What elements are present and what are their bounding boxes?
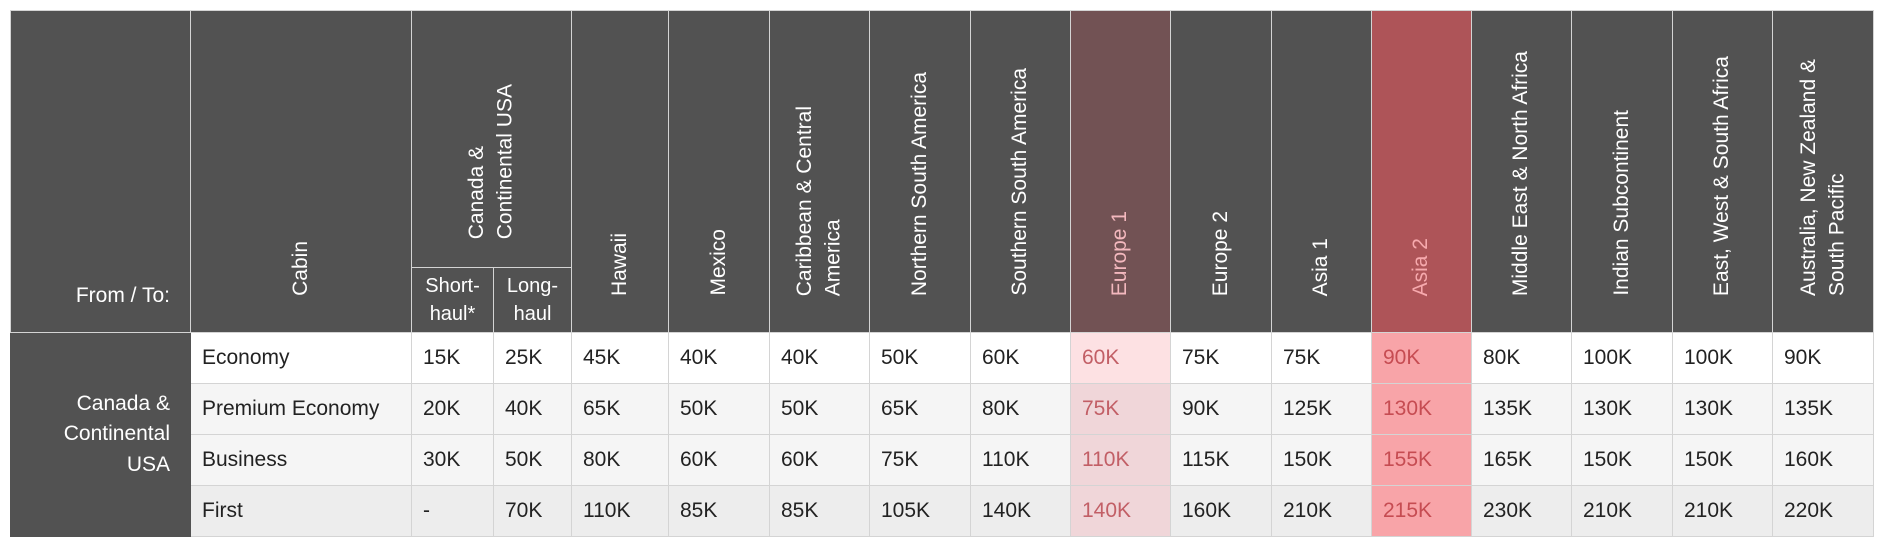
canada-usa-group-header: Canada & Continental USA bbox=[411, 10, 572, 268]
table-row: Business 30K 50K 80K 60K 60K 75K 110K 110K 115K 15… bbox=[11, 434, 1874, 486]
points-cell: 210K bbox=[1672, 485, 1773, 537]
long-haul-header: Long-haul bbox=[493, 267, 572, 333]
points-cell: 60K bbox=[769, 434, 870, 486]
points-cell: 20K bbox=[411, 383, 494, 435]
points-cell: 130K bbox=[1672, 383, 1773, 435]
points-cell: 155K bbox=[1371, 434, 1472, 486]
points-cell: 215K bbox=[1371, 485, 1472, 537]
region-header-asia-2: Asia 2 bbox=[1371, 10, 1472, 333]
region-header-hawaii: Hawaii bbox=[571, 10, 669, 333]
points-cell: 75K bbox=[1070, 383, 1171, 435]
points-cell: 75K bbox=[1271, 332, 1372, 384]
points-cell: 125K bbox=[1271, 383, 1372, 435]
points-cell: 230K bbox=[1471, 485, 1572, 537]
points-cell: 70K bbox=[493, 485, 572, 537]
points-cell: 60K bbox=[970, 332, 1071, 384]
points-cell: 60K bbox=[668, 434, 770, 486]
points-cell: 90K bbox=[1772, 332, 1874, 384]
table-row: Premium Economy 20K 40K 65K 50K 50K 65K 80K 75K 9… bbox=[11, 383, 1874, 435]
cabin-cell: Premium Economy bbox=[190, 383, 412, 435]
points-cell: 110K bbox=[571, 485, 669, 537]
short-haul-header: Short-haul* bbox=[411, 267, 494, 333]
region-header-asia-1: Asia 1 bbox=[1271, 10, 1372, 333]
points-cell: 30K bbox=[411, 434, 494, 486]
points-cell: 165K bbox=[1471, 434, 1572, 486]
points-cell: - bbox=[411, 485, 494, 537]
points-cell: 130K bbox=[1371, 383, 1472, 435]
points-cell: 15K bbox=[411, 332, 494, 384]
points-cell: 50K bbox=[493, 434, 572, 486]
origin-region-cell: Canada & Continental USA bbox=[10, 332, 191, 537]
points-cell: 40K bbox=[493, 383, 572, 435]
region-header-indian-subcontinent: Indian Subcontinent bbox=[1571, 10, 1673, 333]
cabin-header: Cabin bbox=[190, 10, 412, 333]
points-cell: 140K bbox=[970, 485, 1071, 537]
points-cell: 65K bbox=[571, 383, 669, 435]
points-cell: 50K bbox=[769, 383, 870, 435]
points-cell: 115K bbox=[1170, 434, 1272, 486]
region-header-europe-1: Europe 1 bbox=[1070, 10, 1171, 333]
points-cell: 45K bbox=[571, 332, 669, 384]
points-cell: 85K bbox=[668, 485, 770, 537]
points-cell: 160K bbox=[1170, 485, 1272, 537]
region-header-mexico: Mexico bbox=[668, 10, 770, 333]
points-cell: 85K bbox=[769, 485, 870, 537]
points-cell: 40K bbox=[668, 332, 770, 384]
points-cell: 135K bbox=[1471, 383, 1572, 435]
cabin-cell: Business bbox=[190, 434, 412, 486]
region-header-northern-south-america: Northern South America bbox=[869, 10, 971, 333]
points-cell: 150K bbox=[1571, 434, 1673, 486]
points-cell: 75K bbox=[1170, 332, 1272, 384]
points-cell: 100K bbox=[1672, 332, 1773, 384]
points-cell: 40K bbox=[769, 332, 870, 384]
points-cell: 50K bbox=[869, 332, 971, 384]
points-cell: 50K bbox=[668, 383, 770, 435]
points-cell: 160K bbox=[1772, 434, 1874, 486]
points-cell: 80K bbox=[571, 434, 669, 486]
table-row: First -70K 110K 85K 85K 105K 140K 140K 160K 210K 2… bbox=[11, 485, 1874, 537]
region-header-caribbean: Caribbean & Central America bbox=[769, 10, 870, 333]
cabin-cell: First bbox=[190, 485, 412, 537]
points-cell: 210K bbox=[1271, 485, 1372, 537]
points-cell: 90K bbox=[1170, 383, 1272, 435]
points-cell: 130K bbox=[1571, 383, 1673, 435]
region-header-europe-2: Europe 2 bbox=[1170, 10, 1272, 333]
points-cell: 90K bbox=[1371, 332, 1472, 384]
points-cell: 25K bbox=[493, 332, 572, 384]
points-cell: 110K bbox=[1070, 434, 1171, 486]
points-cell: 150K bbox=[1271, 434, 1372, 486]
points-cell: 65K bbox=[869, 383, 971, 435]
points-cell: 140K bbox=[1070, 485, 1171, 537]
points-cell: 135K bbox=[1772, 383, 1874, 435]
award-chart-table: From / To: Cabin Canada & Continental USA… bbox=[10, 10, 1874, 537]
table-row: Canada & Continental USA Economy 15K 25K 45K 40… bbox=[10, 332, 1874, 537]
region-header-southern-south-america: Southern South America bbox=[970, 10, 1071, 333]
points-cell: 80K bbox=[970, 383, 1071, 435]
points-cell: 150K bbox=[1672, 434, 1773, 486]
points-cell: 80K bbox=[1471, 332, 1572, 384]
points-cell: 110K bbox=[970, 434, 1071, 486]
from-to-header: From / To: bbox=[10, 10, 191, 333]
points-cell: 60K bbox=[1070, 332, 1171, 384]
points-cell: 105K bbox=[869, 485, 971, 537]
region-header-africa: East, West & South Africa bbox=[1672, 10, 1773, 333]
points-cell: 220K bbox=[1772, 485, 1874, 537]
region-header-oceania: Australia, New Zealand & South Pacific bbox=[1772, 10, 1874, 333]
cabin-cell: Economy bbox=[190, 332, 412, 384]
points-cell: 100K bbox=[1571, 332, 1673, 384]
points-cell: 210K bbox=[1571, 485, 1673, 537]
points-cell: 75K bbox=[869, 434, 971, 486]
region-header-middle-east: Middle East & North Africa bbox=[1471, 10, 1572, 333]
